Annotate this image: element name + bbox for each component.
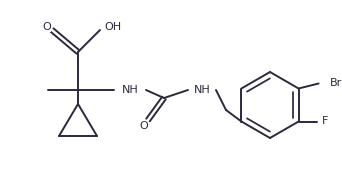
Text: NH: NH: [122, 85, 139, 95]
Text: F: F: [321, 117, 328, 127]
Text: OH: OH: [104, 22, 121, 32]
Text: NH: NH: [194, 85, 210, 95]
Text: O: O: [140, 121, 148, 131]
Text: Br: Br: [330, 78, 342, 89]
Text: O: O: [43, 22, 51, 32]
